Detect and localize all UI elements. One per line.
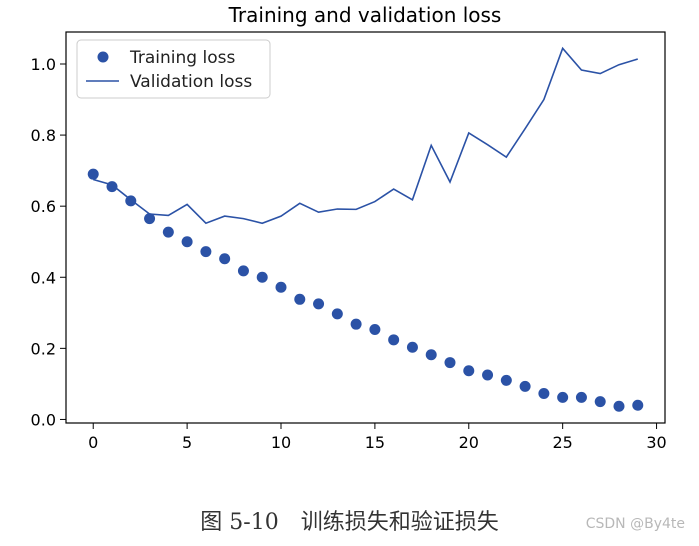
training-loss-point xyxy=(500,374,512,386)
training-loss-point xyxy=(106,181,118,193)
y-axis: 0.0 0.2 0.4 0.6 0.8 1.0 xyxy=(31,55,66,429)
training-loss-point xyxy=(294,293,306,305)
training-loss-point xyxy=(313,298,325,310)
legend-marker-training-loss xyxy=(97,51,109,63)
training-loss-point xyxy=(331,308,343,320)
loss-chart: Training and validation loss 0 5 10 15 20 25 3… xyxy=(31,3,667,452)
legend-label-training-loss: Training loss xyxy=(129,48,235,68)
y-tick-label: 0.0 xyxy=(31,410,56,429)
x-tick-label: 5 xyxy=(182,433,192,452)
training-loss-point xyxy=(87,168,99,180)
training-loss-point xyxy=(350,318,362,330)
x-tick-label: 15 xyxy=(365,433,385,452)
y-tick-label: 0.8 xyxy=(31,126,56,145)
y-tick-label: 0.2 xyxy=(31,339,56,358)
training-loss-point xyxy=(425,349,437,361)
legend-label-validation-loss: Validation loss xyxy=(130,72,252,92)
legend: Training loss Validation loss xyxy=(76,39,271,99)
training-loss-point xyxy=(613,400,625,412)
training-loss-point xyxy=(632,399,644,411)
figure-caption: 图 5-10 训练损失和验证损失 xyxy=(200,510,499,535)
training-loss-point xyxy=(162,226,174,238)
training-loss-point xyxy=(519,380,531,392)
training-loss-point xyxy=(594,396,606,408)
x-tick-label: 20 xyxy=(459,433,479,452)
training-loss-point xyxy=(406,341,418,353)
y-tick-label: 0.4 xyxy=(31,268,56,287)
training-loss-point xyxy=(144,213,156,225)
watermark: CSDN @By4te xyxy=(585,516,685,532)
validation-loss-line xyxy=(93,46,639,225)
training-loss-point xyxy=(369,324,381,336)
training-loss-point xyxy=(538,387,550,399)
series-layer xyxy=(87,46,644,412)
training-loss-point xyxy=(575,391,587,403)
training-loss-point xyxy=(557,391,569,403)
training-loss-point xyxy=(219,253,231,265)
y-tick-label: 0.6 xyxy=(31,197,56,216)
x-tick-label: 10 xyxy=(271,433,291,452)
training-loss-point xyxy=(482,369,494,381)
training-loss-point xyxy=(275,281,287,293)
training-loss-point xyxy=(388,334,400,346)
training-loss-point xyxy=(463,365,475,377)
plot-area-frame xyxy=(65,31,666,424)
x-axis: 0 5 10 15 20 25 30 xyxy=(88,423,667,452)
training-loss-point xyxy=(181,236,193,248)
y-tick-label: 1.0 xyxy=(31,55,56,74)
training-loss-point xyxy=(200,246,212,258)
training-loss-point xyxy=(444,357,456,369)
chart-title: Training and validation loss xyxy=(228,3,502,27)
training-loss-point xyxy=(256,271,268,283)
legend-box xyxy=(76,39,271,99)
x-tick-label: 0 xyxy=(88,433,98,452)
training-loss-point xyxy=(237,265,249,277)
x-tick-label: 30 xyxy=(646,433,666,452)
x-tick-label: 25 xyxy=(552,433,572,452)
